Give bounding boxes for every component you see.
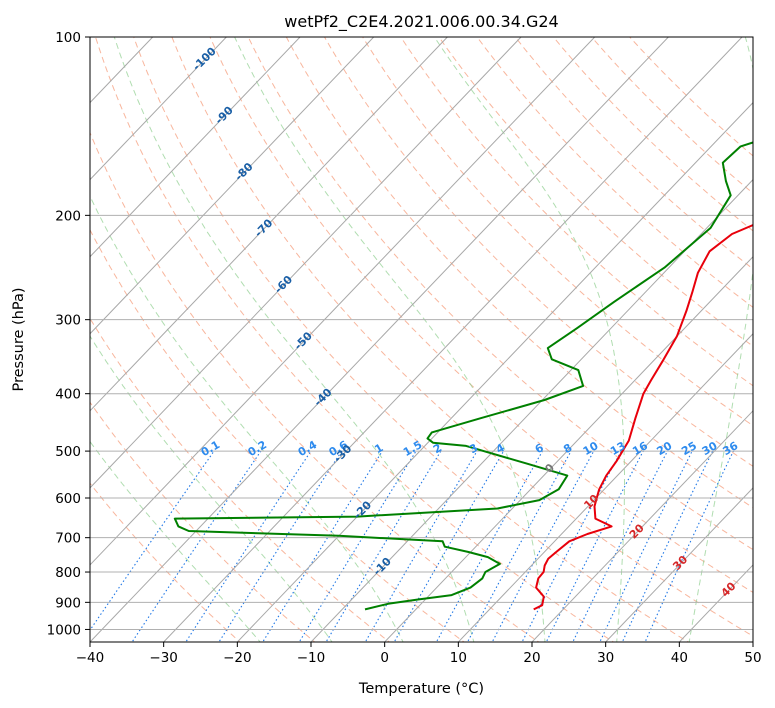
isotherm-line: [236, 101, 753, 642]
x-axis-title: Temperature (°C): [358, 681, 484, 697]
mixing-ratio-label: 10: [581, 439, 601, 458]
y-tick-label: 300: [55, 313, 81, 329]
dry-adiabat-line: [247, 37, 753, 551]
mixing-ratio-line: [621, 450, 714, 642]
x-tick-label: −20: [223, 650, 252, 666]
x-tick-label: 20: [523, 650, 540, 666]
grid-layer: [0, 37, 753, 644]
mixing-ratio-line: [491, 450, 595, 642]
y-tick-label: 400: [55, 387, 81, 403]
mixing-ratio-label: 0.1: [199, 438, 222, 459]
contour-labels-layer: 0.1 0.2 0.4 0.6 1 1.5 2 3 4 6 8 10 13 16 20 25 30 36-100-…: [190, 44, 740, 599]
mixing-ratio-label: 8: [561, 441, 574, 456]
dry-adiabat-line: [90, 482, 241, 642]
isotherm-line: [0, 37, 5, 644]
chart-title: wetPf2_C2E4.2021.006.00.34.G24: [284, 12, 558, 32]
dry-adiabat-line: [323, 37, 753, 467]
axes-layer: −40 −30 −20 −10 0 10 20 30 40 50 1000 900 800 700 600 5…: [47, 30, 762, 666]
x-tick-label: 0: [380, 650, 389, 666]
moist-adiabat-line: [433, 37, 625, 642]
moist-adiabat-line: [90, 195, 404, 642]
dry-adiabat-line: [285, 37, 753, 509]
x-tick-label: −10: [297, 650, 326, 666]
x-tick-label: 40: [671, 650, 688, 666]
dewpoint-profile-line: [173, 141, 753, 611]
mixing-ratio-line: [644, 450, 734, 642]
moist-adiabat-line: [234, 37, 546, 642]
x-tick-label: 30: [597, 650, 614, 666]
isotherm-line: [310, 178, 753, 642]
isotherm-line: [457, 333, 753, 642]
isotherm-line: [90, 37, 448, 412]
mixing-ratio-line: [364, 450, 478, 642]
isotherm-line: [752, 641, 753, 642]
mixing-ratio-line: [131, 450, 262, 642]
y-tick-label: 200: [55, 208, 81, 224]
mixing-ratio-label: 6: [533, 441, 546, 456]
mixing-ratio-line: [262, 450, 383, 642]
y-tick-label: 700: [55, 531, 81, 547]
isotherm-line: [531, 410, 753, 642]
mixing-ratio-line: [466, 450, 572, 642]
dry-adiabat-line: [90, 317, 391, 642]
dry-adiabat-line: [438, 37, 753, 347]
mixing-ratio-line: [599, 450, 693, 642]
isotherm-line: [90, 37, 227, 181]
mixing-ratio-label: 0.2: [246, 438, 269, 459]
y-tick-label: 600: [55, 491, 81, 507]
dry-adiabat-line: [400, 37, 753, 387]
series-layer: [173, 141, 753, 611]
mixing-ratio-label: 1.5: [401, 438, 424, 459]
y-tick-label: 500: [55, 444, 81, 460]
isotherm-line: [90, 37, 301, 258]
isotherm-line: [604, 487, 753, 642]
dry-adiabat-line: [90, 228, 465, 642]
y-tick-label: 900: [55, 595, 81, 611]
mixing-ratio-label: 25: [679, 439, 699, 458]
moist-adiabat-line: [90, 440, 261, 642]
x-tick-label: 10: [450, 650, 467, 666]
mixing-ratio-line: [325, 450, 442, 642]
isotherm-line: [90, 37, 669, 642]
background-lines-layer: [90, 37, 753, 642]
mixing-ratio-label: 1: [372, 441, 385, 456]
temperature-profile-line: [533, 223, 753, 611]
mixing-ratio-line: [90, 450, 215, 631]
dry-adiabat-line: [209, 37, 753, 594]
plot-frame: [89, 36, 754, 643]
isotherm-line: [383, 255, 753, 642]
isotherm-line: [90, 37, 375, 335]
x-tick-label: −30: [149, 650, 178, 666]
y-tick-label: 800: [55, 565, 81, 581]
isotherm-line: [90, 37, 522, 489]
isotherm-line: [162, 37, 743, 642]
y-tick-label: 1000: [47, 622, 81, 638]
mixing-ratio-line: [185, 450, 312, 642]
mixing-ratio-line: [521, 450, 622, 642]
x-tick-label: 50: [744, 650, 761, 666]
y-tick-label: 100: [55, 30, 81, 46]
dry-adiabat-line: [90, 401, 316, 642]
isotherm-line: [90, 37, 596, 566]
y-axis-title: Pressure (hPa): [11, 287, 27, 391]
mixing-ratio-line: [298, 450, 417, 642]
dry-adiabat-line: [362, 37, 753, 427]
mixing-ratio-line: [218, 450, 343, 642]
mixing-ratio-label: 16: [630, 439, 650, 458]
moist-adiabat-line: [688, 37, 753, 642]
mixing-ratio-label: 0.4: [296, 438, 320, 459]
dry-adiabat-line: [133, 37, 690, 642]
mixing-ratio-label: 13: [608, 439, 628, 458]
dry-adiabat-line: [629, 37, 753, 157]
x-tick-label: −40: [76, 650, 105, 666]
mixing-ratio-line: [545, 450, 644, 642]
